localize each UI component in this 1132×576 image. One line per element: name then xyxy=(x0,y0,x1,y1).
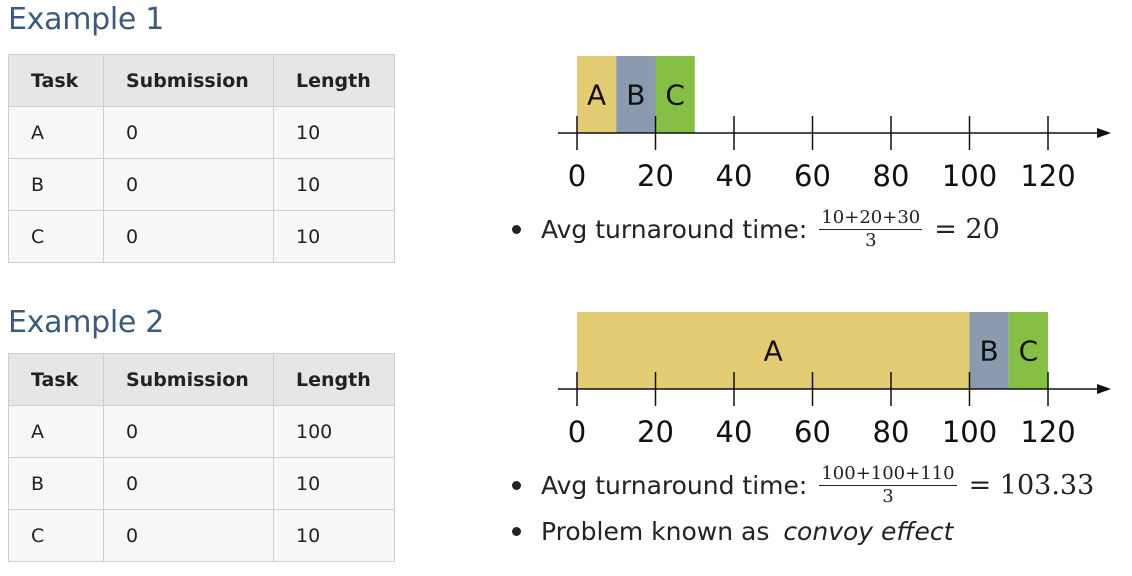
axis-tick-label: 100 xyxy=(942,159,997,193)
length-cell: 100 xyxy=(273,405,395,458)
table-header-row: Task Submission Length xyxy=(8,54,395,107)
axis-tick-label: 20 xyxy=(637,415,674,449)
table-row: A 0 10 xyxy=(8,106,395,159)
turnaround-fraction: 10+20+30 3 xyxy=(819,207,923,251)
table-row: C 0 10 xyxy=(8,509,395,562)
example-1-avg-bullet: Avg turnaround time: 10+20+30 3 = 20 xyxy=(512,209,1000,250)
bullet-dot xyxy=(512,481,521,490)
convoy-effect-bullet: Problem known as convoy effect xyxy=(512,517,953,546)
note-prefix: Problem known as xyxy=(541,517,778,546)
example-1-task-table: Task Submission Length A 0 10 B 0 10 C 0… xyxy=(8,54,395,263)
bullet-dot xyxy=(512,225,521,234)
column-header-length: Length xyxy=(273,54,395,107)
example-2-task-table: Task Submission Length A 0 100 B 0 10 C … xyxy=(8,353,395,562)
task-b-bar xyxy=(969,312,1009,389)
avg-turnaround-label: Avg turnaround time: xyxy=(541,471,808,500)
axis-tick-label: 120 xyxy=(1020,415,1075,449)
fraction-numerator: 100+100+110 xyxy=(819,463,957,486)
task-cell: C xyxy=(8,509,104,562)
example-1-timeline: A B C 0 20 40 60 80 100 120 xyxy=(558,56,1111,193)
table-header-row: Task Submission Length xyxy=(8,353,395,406)
table-row: B 0 10 xyxy=(8,457,395,510)
submission-cell: 0 xyxy=(103,210,274,263)
table-row: C 0 10 xyxy=(8,210,395,263)
example-2-heading: Example 2 xyxy=(8,305,165,340)
task-a-bar xyxy=(577,312,970,389)
axis-tick-label: 40 xyxy=(716,415,753,449)
task-b-bar-label: B xyxy=(626,79,645,112)
length-cell: 10 xyxy=(273,509,395,562)
task-cell: A xyxy=(8,106,104,159)
axis-tick-label: 100 xyxy=(942,415,997,449)
task-cell: B xyxy=(8,457,104,510)
axis-tick-label: 120 xyxy=(1020,159,1075,193)
length-cell: 10 xyxy=(273,106,395,159)
time-axis-arrow xyxy=(1097,128,1111,138)
task-c-bar-label: C xyxy=(665,79,685,112)
avg-turnaround-label: Avg turnaround time: xyxy=(541,215,808,244)
column-header-task: Task xyxy=(8,54,104,107)
axis-tick-label: 80 xyxy=(873,159,910,193)
task-c-bar-label: C xyxy=(1019,335,1039,368)
fraction-numerator: 10+20+30 xyxy=(819,207,923,230)
fraction-denominator: 3 xyxy=(865,230,877,251)
axis-tick-label: 60 xyxy=(794,415,831,449)
column-header-length: Length xyxy=(273,353,395,406)
time-axis-arrow xyxy=(1097,384,1111,394)
fraction-denominator: 3 xyxy=(882,486,894,507)
task-a-bar-label: A xyxy=(764,335,783,368)
bullet-dot xyxy=(512,527,521,536)
length-cell: 10 xyxy=(273,158,395,211)
length-cell: 10 xyxy=(273,210,395,263)
task-b-bar-label: B xyxy=(980,335,999,368)
column-header-submission: Submission xyxy=(103,353,274,406)
submission-cell: 0 xyxy=(103,509,274,562)
axis-tick-label: 80 xyxy=(873,415,910,449)
column-header-submission: Submission xyxy=(103,54,274,107)
table-row: B 0 10 xyxy=(8,158,395,211)
column-header-task: Task xyxy=(8,353,104,406)
submission-cell: 0 xyxy=(103,457,274,510)
task-c-bar xyxy=(1008,312,1048,389)
example-1-heading: Example 1 xyxy=(8,2,165,37)
example-2-avg-bullet: Avg turnaround time: 100+100+110 3 = 103… xyxy=(512,465,1094,506)
turnaround-result: = 20 xyxy=(934,214,1000,245)
task-a-bar xyxy=(577,56,617,133)
table-row: A 0 100 xyxy=(8,405,395,458)
task-a-bar-label: A xyxy=(587,79,606,112)
submission-cell: 0 xyxy=(103,106,274,159)
turnaround-fraction: 100+100+110 3 xyxy=(819,463,957,507)
task-cell: A xyxy=(8,405,104,458)
task-cell: B xyxy=(8,158,104,211)
submission-cell: 0 xyxy=(103,405,274,458)
axis-tick-label: 0 xyxy=(568,159,586,193)
note-emphasis: convoy effect xyxy=(783,517,954,546)
axis-tick-label: 0 xyxy=(568,415,586,449)
turnaround-result: = 103.33 xyxy=(968,470,1095,501)
axis-tick-label: 40 xyxy=(716,159,753,193)
task-c-bar xyxy=(655,56,695,133)
task-b-bar xyxy=(616,56,656,133)
axis-tick-label: 60 xyxy=(794,159,831,193)
example-2-timeline: A B C 0 20 40 60 80 100 120 xyxy=(558,312,1111,449)
axis-tick-label: 20 xyxy=(637,159,674,193)
submission-cell: 0 xyxy=(103,158,274,211)
